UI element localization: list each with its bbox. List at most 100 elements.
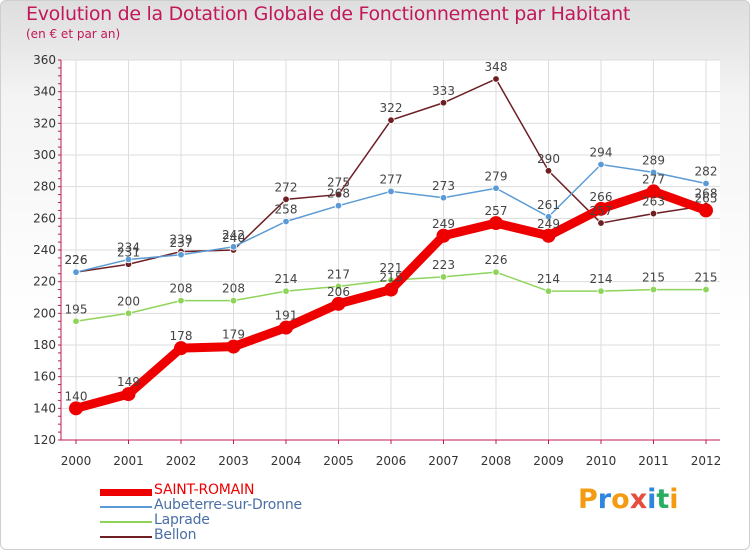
data-label-aubeterre-sur-dronne: 234 (117, 241, 140, 255)
data-point-aubeterre-sur-dronne (387, 187, 395, 196)
data-point-aubeterre-sur-dronne (124, 255, 133, 264)
data-label-aubeterre-sur-dronne: 282 (695, 165, 718, 179)
data-point-laprade (439, 273, 448, 281)
data-label-saint-romain: 140 (65, 389, 88, 403)
data-label-saint-romain: 266 (590, 190, 613, 204)
data-point-laprade (282, 287, 290, 295)
data-label-saint-romain: 257 (485, 204, 508, 218)
x-tick-label: 2011 (638, 454, 669, 468)
logo-letter: i (647, 484, 657, 515)
data-point-saint-romain (699, 203, 713, 218)
data-point-laprade (124, 309, 133, 318)
legend-label: Laprade (154, 512, 210, 528)
y-tick-label: 140 (33, 401, 56, 415)
data-point-saint-romain (279, 320, 293, 335)
data-point-bellon (439, 99, 448, 107)
data-label-saint-romain: 178 (170, 329, 193, 343)
logo-letter: r (597, 484, 612, 515)
y-tick-label: 260 (33, 211, 56, 225)
data-label-saint-romain: 265 (695, 191, 718, 205)
data-label-laprade: 208 (222, 282, 245, 296)
y-tick-label: 220 (33, 275, 56, 289)
x-tick-label: 2006 (376, 454, 407, 468)
data-label-bellon: 290 (537, 152, 560, 166)
logo-letter: i (669, 484, 679, 515)
data-label-laprade: 214 (537, 272, 560, 286)
data-point-aubeterre-sur-dronne (282, 217, 290, 226)
legend-swatch (100, 536, 152, 538)
data-label-aubeterre-sur-dronne: 242 (222, 228, 245, 242)
data-point-bellon (282, 195, 290, 204)
data-point-laprade (702, 285, 710, 294)
data-point-saint-romain (489, 216, 503, 231)
data-label-laprade: 223 (432, 258, 455, 272)
data-label-bellon: 333 (432, 84, 455, 98)
data-label-laprade: 215 (695, 271, 718, 285)
data-point-laprade (649, 285, 658, 294)
data-label-bellon: 272 (275, 180, 298, 194)
data-point-aubeterre-sur-dronne (177, 251, 185, 259)
data-point-saint-romain (594, 201, 608, 216)
data-label-saint-romain: 249 (432, 217, 455, 231)
data-point-saint-romain (436, 228, 451, 243)
data-label-saint-romain: 249 (537, 217, 560, 231)
y-tick-label: 360 (33, 53, 56, 67)
data-label-laprade: 215 (642, 271, 665, 285)
data-label-bellon: 275 (327, 176, 350, 190)
y-tick-label: 340 (33, 85, 56, 99)
data-label-bellon: 257 (590, 204, 613, 218)
data-label-aubeterre-sur-dronne: 258 (275, 203, 298, 217)
data-label-bellon: 263 (642, 195, 665, 209)
data-label-aubeterre-sur-dronne: 237 (170, 236, 193, 250)
data-label-bellon: 348 (485, 60, 508, 74)
x-tick-label: 2002 (166, 454, 197, 468)
legend-swatch (100, 506, 152, 508)
y-tick-label: 240 (33, 243, 56, 257)
x-tick-label: 2003 (218, 454, 249, 468)
data-point-bellon (649, 209, 658, 218)
logo-letter: t (656, 484, 670, 515)
logo-letter: x (629, 484, 648, 515)
y-tick-label: 120 (33, 433, 56, 447)
data-label-aubeterre-sur-dronne: 273 (432, 179, 455, 193)
data-label-laprade: 200 (117, 294, 140, 308)
legend-label: Aubeterre-sur-Dronne (154, 497, 302, 513)
data-point-laprade (492, 268, 500, 276)
data-point-saint-romain (331, 296, 346, 311)
legend-label: SAINT-ROMAIN (154, 482, 255, 498)
data-point-bellon (334, 190, 343, 199)
data-label-aubeterre-sur-dronne: 289 (642, 153, 665, 167)
data-point-aubeterre-sur-dronne (544, 213, 553, 221)
data-label-laprade: 226 (485, 253, 508, 267)
data-point-laprade (597, 287, 605, 295)
data-label-bellon: 322 (380, 101, 403, 115)
data-label-laprade: 208 (170, 282, 193, 296)
data-point-aubeterre-sur-dronne (439, 194, 448, 202)
data-point-bellon (387, 116, 395, 124)
x-tick-label: 2008 (481, 454, 512, 468)
data-point-aubeterre-sur-dronne (334, 201, 343, 210)
data-point-saint-romain (384, 282, 398, 297)
logo-letter: P (578, 484, 598, 515)
data-label-bellon: 239 (170, 233, 193, 247)
x-tick-label: 2010 (586, 454, 617, 468)
data-point-aubeterre-sur-dronne (229, 243, 238, 251)
data-point-saint-romain (121, 387, 136, 402)
data-label-laprade: 217 (327, 267, 350, 281)
y-tick-label: 200 (33, 306, 56, 320)
data-label-aubeterre-sur-dronne: 279 (485, 169, 508, 183)
data-point-bellon (544, 167, 553, 175)
data-label-bellon: 268 (695, 187, 718, 201)
data-point-saint-romain (541, 228, 556, 243)
y-tick-label: 160 (33, 370, 56, 384)
x-tick-label: 2005 (323, 454, 354, 468)
data-point-aubeterre-sur-dronne (702, 179, 710, 188)
data-label-aubeterre-sur-dronne: 226 (65, 253, 88, 267)
data-label-aubeterre-sur-dronne: 277 (380, 172, 403, 186)
data-label-saint-romain: 191 (275, 309, 298, 323)
data-label-laprade: 214 (275, 272, 298, 286)
data-label-saint-romain: 277 (642, 172, 665, 186)
chart-subtitle: (en € et par an) (26, 27, 121, 41)
data-label-bellon: 231 (117, 245, 140, 259)
